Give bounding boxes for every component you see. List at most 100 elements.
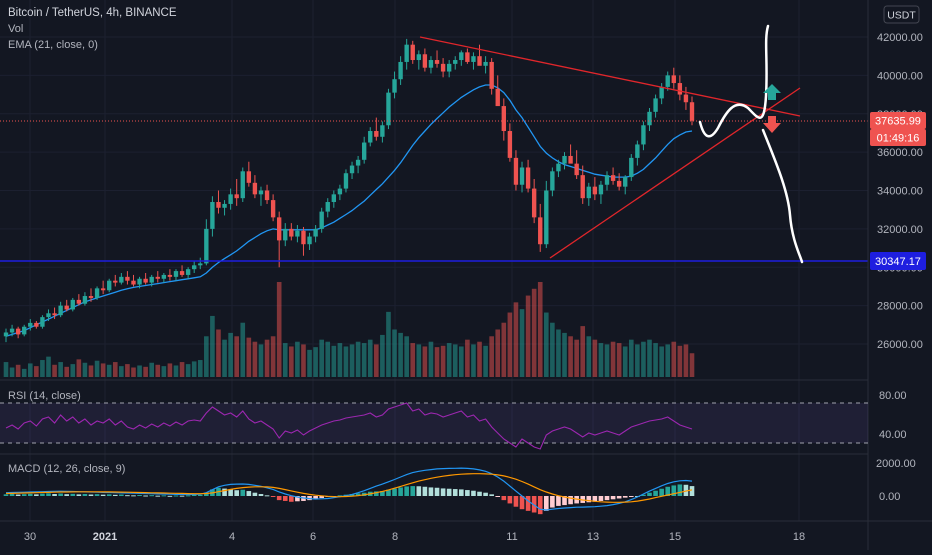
volume-bar <box>313 347 318 377</box>
macd-legend[interactable]: MACD (12, 26, close, 9) <box>8 463 125 475</box>
volume-bar <box>677 345 683 377</box>
volume-bar <box>568 336 573 377</box>
candle-body <box>198 263 203 266</box>
price-axis[interactable]: 42000.0040000.0038000.0036000.0034000.00… <box>877 32 923 351</box>
volume-bar <box>167 363 173 377</box>
time-axis[interactable]: 30 2021 4 6 8 11 13 15 18 <box>24 531 805 543</box>
candle-body <box>635 144 640 158</box>
macd-histogram-bar <box>550 496 555 508</box>
macd-histogram-bar <box>604 496 610 501</box>
candle <box>100 280 106 295</box>
volume-bar <box>112 362 118 377</box>
candle-body <box>28 322 33 327</box>
macd-histogram-bar <box>94 494 100 496</box>
volume-bar <box>185 364 191 377</box>
macd-histogram-bar <box>264 495 270 497</box>
macd-histogram-bar <box>337 495 343 497</box>
candle-body <box>477 56 482 66</box>
candle <box>392 71 397 99</box>
candle <box>155 271 160 283</box>
vol-legend[interactable]: Vol <box>8 23 23 35</box>
candle-body <box>40 317 45 327</box>
candle-body <box>641 125 646 145</box>
drawings[interactable] <box>0 24 868 264</box>
candle-body <box>216 202 221 208</box>
macd-histogram-bar <box>27 493 33 496</box>
volume-series <box>3 282 695 377</box>
candle <box>246 161 252 187</box>
macd-histogram-bar <box>477 491 482 496</box>
macd-histogram-bar <box>131 495 136 497</box>
symbol-title[interactable]: Bitcoin / TetherUS, 4h, BINANCE <box>8 7 177 19</box>
volume-bar <box>592 339 598 377</box>
macd-histogram-bar <box>543 496 549 511</box>
volume-bar <box>635 344 640 377</box>
candle-body <box>270 200 276 218</box>
candle <box>149 274 154 287</box>
macd-histogram-bar <box>501 496 507 501</box>
macd-histogram-bar <box>556 496 561 506</box>
candle-body <box>349 165 355 174</box>
candle-body <box>179 271 185 275</box>
candle <box>22 324 27 337</box>
candle-body <box>337 188 343 195</box>
candle <box>70 297 75 312</box>
macd-histogram-bar <box>574 496 579 504</box>
volume-bar <box>64 366 70 377</box>
volume-bar <box>452 344 458 377</box>
volume-bar <box>459 346 464 377</box>
candle-body <box>428 60 434 68</box>
ema-legend[interactable]: EMA (21, close, 0) <box>8 39 98 51</box>
volume-bar <box>349 344 355 377</box>
candle <box>374 117 379 141</box>
candle <box>46 309 51 321</box>
candle <box>295 225 300 243</box>
candle <box>325 198 330 218</box>
candle-body <box>258 190 264 195</box>
down-arrow-icon <box>763 116 781 133</box>
volume-bar <box>616 343 622 377</box>
volume-bar <box>52 364 57 377</box>
candle <box>216 190 221 214</box>
candle-body <box>368 131 373 143</box>
macd-histogram-bar <box>106 494 112 496</box>
macd-histogram-bar <box>295 496 300 502</box>
rsi-legend[interactable]: RSI (14, close) <box>8 390 81 402</box>
candle-body <box>495 88 500 107</box>
candle <box>665 71 670 91</box>
volume-bar <box>21 368 27 377</box>
macd-histogram-bar <box>562 496 567 506</box>
volume-bar <box>525 295 531 377</box>
volume-bar <box>537 282 543 377</box>
volume-bar <box>58 362 63 377</box>
price-tick-label: 34000.00 <box>877 186 923 198</box>
volume-bar <box>191 361 197 377</box>
candle <box>167 269 173 281</box>
candle-body <box>246 171 252 183</box>
candle-body <box>343 173 349 189</box>
macd-histogram-bar <box>137 495 142 497</box>
macd-histogram-bar <box>665 486 671 496</box>
volume-bar <box>398 332 403 377</box>
upper-trendline[interactable] <box>419 36 801 117</box>
candle-body <box>586 186 591 199</box>
macd-histogram-bar <box>222 488 227 496</box>
candle <box>465 48 470 64</box>
macd-histogram-bar <box>167 495 173 497</box>
macd-histogram-bar <box>465 490 470 496</box>
volume-bar <box>216 329 221 377</box>
volume-bar <box>258 344 264 377</box>
volume-bar <box>82 362 88 377</box>
candle <box>15 326 21 339</box>
candle <box>410 40 415 64</box>
candle-body <box>598 184 604 195</box>
price-tick-label: 26000.00 <box>877 339 923 351</box>
candle-body <box>307 236 312 245</box>
currency-button[interactable] <box>883 5 920 24</box>
macd-histogram-bar <box>289 496 294 502</box>
volume-bar <box>76 359 82 377</box>
candle <box>361 136 367 164</box>
candle <box>519 161 525 193</box>
